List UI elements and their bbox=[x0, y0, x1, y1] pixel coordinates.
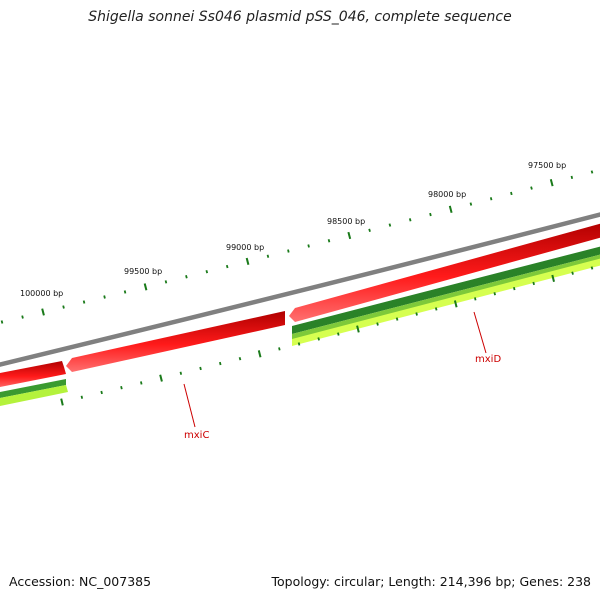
gene-reverse-right-dark[interactable] bbox=[292, 244, 600, 334]
inner-minor-tick bbox=[199, 366, 202, 371]
scale-label-99000: 99000 bp bbox=[226, 243, 264, 252]
inner-minor-tick bbox=[179, 371, 183, 375]
reverse-strand-genes bbox=[0, 244, 600, 408]
inner-scale-ticks bbox=[60, 266, 594, 406]
inner-major-tick bbox=[356, 325, 360, 333]
outer-major-tick bbox=[347, 231, 352, 240]
scale-label-97500: 97500 bp bbox=[528, 161, 566, 170]
inner-major-tick bbox=[257, 350, 262, 358]
inner-minor-tick bbox=[434, 307, 438, 311]
outer-minor-tick bbox=[368, 228, 371, 233]
accession-text: Accession: NC_007385 bbox=[9, 574, 152, 589]
inner-minor-tick bbox=[100, 390, 103, 395]
inner-minor-tick bbox=[219, 361, 222, 366]
inner-minor-tick bbox=[532, 281, 535, 286]
scale-label-100000: 100000 bp bbox=[20, 289, 63, 298]
outer-minor-tick bbox=[266, 254, 270, 258]
map-title: Shigella sonnei Ss046 plasmid pSS_046, c… bbox=[88, 9, 512, 25]
gene-reverse-left-dark[interactable] bbox=[0, 379, 66, 400]
inner-minor-tick bbox=[590, 266, 594, 270]
sequence-backbone bbox=[0, 212, 600, 367]
outer-minor-tick bbox=[327, 239, 331, 243]
outer-minor-tick bbox=[590, 170, 594, 174]
outer-minor-tick bbox=[21, 315, 24, 319]
inner-minor-tick bbox=[317, 337, 320, 341]
scale-labels: 100000 bp 99500 bp 99000 bp 98500 bp 980… bbox=[20, 161, 566, 298]
outer-minor-tick bbox=[205, 269, 209, 274]
topology-summary: Topology: circular; Length: 214,396 bp; … bbox=[271, 574, 592, 589]
gene-label-mxiC[interactable]: mxiC bbox=[184, 430, 209, 441]
outer-minor-tick bbox=[307, 244, 310, 248]
inner-major-tick bbox=[60, 398, 64, 406]
inner-minor-tick bbox=[337, 332, 340, 336]
inner-minor-tick bbox=[513, 286, 516, 291]
inner-minor-tick bbox=[493, 292, 496, 296]
outer-minor-tick bbox=[0, 320, 4, 324]
mxiC-label-leader bbox=[183, 383, 196, 428]
outer-minor-tick bbox=[530, 186, 533, 190]
outer-major-tick bbox=[245, 257, 250, 266]
gene-label-mxiD[interactable]: mxiD bbox=[475, 354, 501, 365]
scale-label-98500: 98500 bp bbox=[327, 217, 365, 226]
outer-minor-tick bbox=[408, 218, 412, 222]
gene-reverse-right-light[interactable] bbox=[292, 256, 600, 346]
mxiD-label-leader bbox=[473, 311, 487, 354]
outer-minor-tick bbox=[287, 249, 290, 253]
outer-major-tick bbox=[448, 205, 453, 213]
inner-minor-tick bbox=[140, 381, 143, 385]
scale-label-98000: 98000 bp bbox=[428, 190, 466, 199]
inner-minor-tick bbox=[395, 317, 399, 321]
forward-strand-genes bbox=[0, 221, 600, 389]
inner-minor-tick bbox=[297, 342, 301, 346]
gene-labels: mxiC mxiD bbox=[183, 311, 501, 441]
inner-minor-tick bbox=[376, 322, 379, 326]
gene-arrow-mxiC[interactable] bbox=[66, 311, 285, 372]
gene-reverse-right-mid[interactable] bbox=[292, 252, 600, 340]
inner-minor-tick bbox=[474, 297, 477, 301]
inner-major-tick bbox=[453, 300, 458, 308]
outer-minor-tick bbox=[185, 275, 188, 279]
outer-minor-tick bbox=[570, 175, 574, 180]
gene-reverse-left-light[interactable] bbox=[0, 385, 68, 408]
outer-major-tick bbox=[41, 308, 45, 316]
gene-arrow-left-partial[interactable] bbox=[0, 361, 66, 389]
outer-minor-tick bbox=[489, 197, 493, 201]
inner-minor-tick bbox=[80, 395, 84, 399]
gene-arrow-mxiD[interactable] bbox=[289, 221, 600, 322]
outer-minor-tick bbox=[225, 264, 229, 269]
inner-major-tick bbox=[159, 374, 163, 382]
inner-minor-tick bbox=[120, 385, 123, 390]
outer-minor-tick bbox=[388, 223, 392, 227]
outer-minor-tick bbox=[510, 191, 513, 196]
outer-scale-ticks bbox=[0, 170, 594, 324]
outer-minor-tick bbox=[103, 295, 106, 299]
outer-minor-tick bbox=[469, 202, 473, 206]
inner-major-tick bbox=[551, 274, 555, 282]
outer-major-tick bbox=[143, 283, 148, 291]
inner-minor-tick bbox=[238, 356, 242, 361]
inner-minor-tick bbox=[415, 312, 418, 316]
outer-minor-tick bbox=[82, 300, 86, 304]
scale-label-99500: 99500 bp bbox=[124, 267, 162, 276]
outer-minor-tick bbox=[164, 280, 168, 284]
inner-minor-tick bbox=[571, 271, 574, 275]
outer-minor-tick bbox=[429, 212, 432, 217]
outer-minor-tick bbox=[62, 305, 65, 309]
outer-minor-tick bbox=[123, 290, 127, 294]
inner-minor-tick bbox=[278, 347, 281, 351]
outer-major-tick bbox=[549, 179, 554, 187]
